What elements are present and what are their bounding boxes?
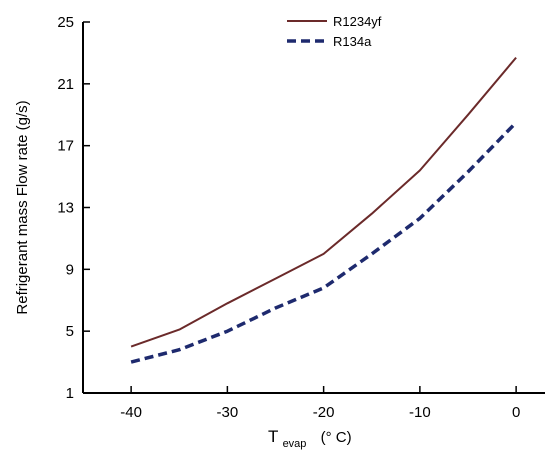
legend: R1234yf R134a bbox=[287, 14, 382, 49]
y-tick-label: 25 bbox=[57, 14, 74, 31]
x-axis-title-main: T bbox=[268, 427, 278, 446]
x-axis-title-subscript: evap bbox=[283, 438, 307, 450]
y-tick-label: 1 bbox=[66, 385, 74, 402]
x-axis-title: T evap (° C) bbox=[268, 427, 352, 451]
y-axis-title: Refrigerant mass Flow rate (g/s) bbox=[14, 100, 31, 314]
x-ticks: -40 -30 -20 -10 0 bbox=[120, 386, 520, 421]
y-tick-label: 21 bbox=[57, 76, 74, 93]
y-tick-label: 9 bbox=[66, 261, 74, 278]
series-layer bbox=[130, 56, 518, 364]
axes bbox=[82, 22, 545, 394]
legend-label-r134a: R134a bbox=[333, 34, 372, 49]
legend-label-r1234yf: R1234yf bbox=[333, 14, 382, 29]
x-axis-title-unit: (° C) bbox=[321, 429, 352, 446]
series-line-r134a bbox=[130, 121, 518, 364]
y-tick-label: 13 bbox=[57, 200, 74, 217]
x-tick-label: -40 bbox=[120, 404, 142, 421]
x-tick-label: 0 bbox=[512, 404, 520, 421]
y-tick-label: 17 bbox=[57, 138, 74, 155]
y-tick-label: 5 bbox=[66, 323, 74, 340]
x-tick-label: -30 bbox=[217, 404, 239, 421]
x-tick-label: -10 bbox=[409, 404, 431, 421]
y-ticks: 1 5 9 13 17 21 25 bbox=[57, 14, 90, 402]
x-tick-label: -20 bbox=[313, 404, 335, 421]
series-line-r1234yf bbox=[130, 56, 517, 348]
